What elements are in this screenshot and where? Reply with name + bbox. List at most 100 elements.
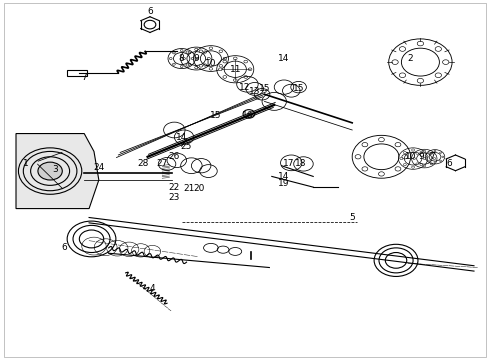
Circle shape (199, 64, 203, 67)
Circle shape (395, 143, 401, 147)
Circle shape (430, 163, 433, 165)
Circle shape (195, 67, 198, 69)
Circle shape (248, 68, 252, 71)
Bar (67, 69, 87, 76)
Circle shape (403, 152, 406, 154)
Circle shape (362, 143, 368, 147)
Text: 10: 10 (205, 59, 217, 68)
Circle shape (186, 51, 189, 53)
Text: 19: 19 (278, 179, 290, 188)
Text: 22: 22 (169, 183, 180, 192)
Circle shape (203, 51, 207, 53)
Circle shape (400, 157, 403, 159)
Circle shape (440, 152, 441, 153)
Text: 14: 14 (278, 172, 290, 181)
Circle shape (172, 63, 175, 65)
Circle shape (434, 162, 436, 163)
Text: 6: 6 (147, 7, 153, 16)
Text: 27: 27 (156, 159, 168, 168)
Circle shape (170, 58, 172, 59)
Circle shape (402, 155, 408, 159)
Circle shape (412, 166, 415, 168)
Circle shape (188, 52, 191, 54)
Circle shape (416, 163, 418, 165)
Circle shape (233, 57, 237, 60)
Circle shape (429, 160, 431, 162)
Circle shape (420, 163, 423, 166)
Text: 24: 24 (93, 163, 104, 172)
Text: 10: 10 (405, 152, 416, 161)
Circle shape (223, 60, 227, 63)
Text: 13: 13 (249, 87, 261, 96)
Circle shape (244, 76, 247, 78)
Circle shape (182, 57, 185, 60)
Circle shape (355, 155, 361, 159)
Circle shape (417, 78, 423, 83)
Circle shape (223, 57, 227, 60)
Circle shape (223, 76, 227, 78)
Circle shape (433, 158, 436, 159)
Text: 26: 26 (169, 152, 180, 161)
Text: 18: 18 (295, 159, 307, 168)
Circle shape (423, 165, 425, 167)
Circle shape (413, 158, 416, 159)
Text: 11: 11 (229, 65, 241, 74)
Circle shape (412, 149, 415, 151)
Circle shape (435, 47, 441, 51)
Circle shape (426, 156, 428, 157)
Circle shape (209, 68, 213, 70)
Text: 5: 5 (349, 213, 355, 222)
Circle shape (442, 156, 444, 157)
Polygon shape (16, 134, 99, 208)
Circle shape (420, 152, 423, 154)
Circle shape (188, 63, 191, 65)
Text: 23: 23 (169, 193, 180, 202)
Circle shape (442, 60, 449, 64)
Circle shape (199, 50, 203, 53)
Circle shape (219, 50, 222, 53)
Circle shape (362, 167, 368, 171)
Circle shape (219, 64, 222, 67)
Circle shape (244, 60, 247, 63)
Text: 9: 9 (194, 54, 199, 63)
Text: 25: 25 (181, 141, 192, 150)
Circle shape (378, 172, 384, 176)
Circle shape (417, 41, 423, 46)
Text: 7: 7 (429, 152, 435, 161)
Circle shape (203, 64, 207, 66)
Text: 15: 15 (293, 84, 304, 93)
Circle shape (399, 73, 406, 77)
Circle shape (399, 47, 406, 51)
Circle shape (186, 64, 189, 66)
Text: 16: 16 (242, 111, 253, 120)
Text: 17: 17 (283, 159, 294, 168)
Circle shape (403, 163, 406, 166)
Text: 20: 20 (193, 184, 204, 193)
Circle shape (395, 167, 401, 171)
Text: 1: 1 (23, 159, 28, 168)
Circle shape (416, 152, 418, 154)
Text: 21: 21 (183, 184, 195, 193)
Text: 2: 2 (408, 54, 414, 63)
Text: 3: 3 (52, 165, 58, 174)
Circle shape (180, 50, 183, 51)
Circle shape (423, 150, 425, 152)
Circle shape (195, 57, 198, 60)
Circle shape (207, 57, 210, 60)
Circle shape (392, 60, 398, 64)
Text: 7: 7 (81, 73, 87, 82)
Text: 6: 6 (447, 159, 452, 168)
Circle shape (191, 58, 194, 59)
Circle shape (180, 66, 183, 68)
Text: 4: 4 (149, 284, 155, 293)
Text: 8: 8 (179, 54, 185, 63)
Circle shape (195, 48, 198, 50)
Circle shape (378, 138, 384, 142)
Circle shape (440, 160, 441, 162)
Circle shape (434, 150, 436, 152)
Text: 6: 6 (62, 243, 68, 252)
Circle shape (209, 47, 213, 50)
Circle shape (38, 162, 62, 180)
Circle shape (219, 68, 222, 71)
Text: 12: 12 (239, 83, 251, 92)
